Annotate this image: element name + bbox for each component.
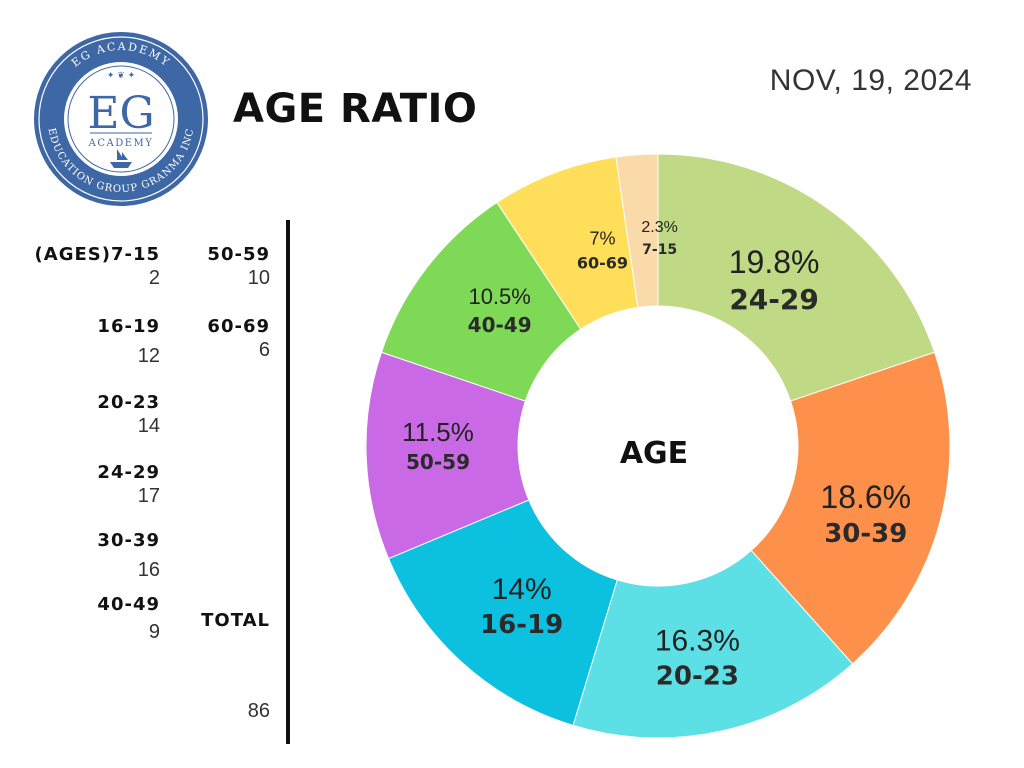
slice-category-label: 7-15 [642,242,677,258]
svg-text:✦ ❦ ✦: ✦ ❦ ✦ [107,71,136,81]
legend-label: (AGES)7-15 [34,244,160,265]
logo-monogram: EG [87,88,154,139]
donut-slice-30-39 [750,351,951,665]
slice-category-label: 20-23 [656,661,739,691]
slice-percent-label: 7% [589,229,615,249]
legend-total-value-block: 86 [110,698,270,723]
slice-percent-label: 2.3% [641,219,677,236]
slice-category-label: 60-69 [577,254,628,273]
slice-category-label: 24-29 [729,283,819,316]
legend-total-label: TOTAL [201,610,270,631]
logo-subtitle: ACADEMY [88,138,154,149]
slice-percent-label: 11.5% [402,417,474,447]
slice-percent-label: 14% [492,573,552,606]
eg-academy-logo: EG ACADEMY EDUCATION GROUP GRANMA INC ✦ … [34,32,208,206]
slice-category-label: 16-19 [480,610,563,640]
legend-item-50-59: 50-59 10 [110,244,270,290]
legend-value: 9 [148,621,160,643]
legend-item-16-19: 16-19 12 [0,316,160,368]
legend-label: 16-19 [97,316,160,337]
slice-percent-label: 16.3% [655,624,740,657]
legend-value: 17 [137,485,160,507]
legend-value: 6 [258,339,270,361]
legend-label: 24-29 [97,462,160,483]
legend-total-label-block: TOTAL [110,610,270,631]
slice-percent-label: 18.6% [820,479,911,515]
legend-total-value: 86 [247,700,270,722]
legend-item-30-39: 30-39 16 [0,530,160,582]
legend-value: 16 [137,559,160,581]
legend-value: 14 [137,415,160,437]
legend-label: 60-69 [207,316,270,337]
donut-slice-16-19 [387,499,618,726]
legend-label: 30-39 [97,530,160,551]
legend-item-7-15: (AGES)7-15 2 [0,244,160,290]
legend-label: 20-23 [97,392,160,413]
slice-category-label: 30-39 [824,519,907,549]
legend-value: 2 [148,267,160,289]
report-date: NOV, 19, 2024 [769,64,972,97]
page-title: AGE RATIO [233,86,478,132]
legend-item-20-23: 20-23 14 [0,392,160,438]
legend-label: 50-59 [207,244,270,265]
slice-category-label: 50-59 [406,450,470,474]
slice-category-label: 40-49 [468,313,532,337]
donut-slice-20-23 [572,549,854,739]
legend-label: 40-49 [97,594,160,615]
donut-slice-7-15 [615,153,659,309]
legend-item-24-29: 24-29 17 [0,462,160,508]
slice-percent-label: 19.8% [729,244,820,280]
legend-item-40-49: 40-49 9 [0,594,160,644]
donut-slice-24-29 [657,153,936,402]
donut-center-label: AGE [620,436,688,471]
legend-value: 10 [247,267,270,289]
legend-item-60-69: 60-69 6 [110,316,270,362]
ship-icon [110,149,132,168]
legend-value: 12 [137,345,160,367]
slice-percent-label: 10.5% [468,284,530,309]
legend-divider [286,220,290,744]
